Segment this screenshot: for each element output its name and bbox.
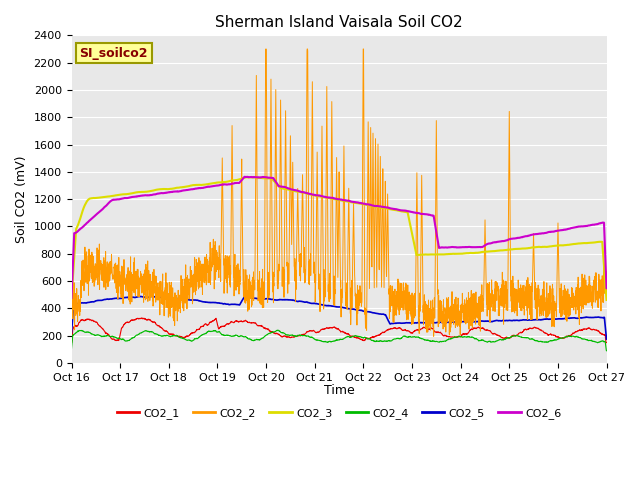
X-axis label: Time: Time — [324, 384, 355, 397]
Y-axis label: Soil CO2 (mV): Soil CO2 (mV) — [15, 156, 28, 243]
Text: SI_soilco2: SI_soilco2 — [79, 47, 148, 60]
Legend: CO2_1, CO2_2, CO2_3, CO2_4, CO2_5, CO2_6: CO2_1, CO2_2, CO2_3, CO2_4, CO2_5, CO2_6 — [113, 403, 566, 423]
Title: Sherman Island Vaisala Soil CO2: Sherman Island Vaisala Soil CO2 — [215, 15, 463, 30]
